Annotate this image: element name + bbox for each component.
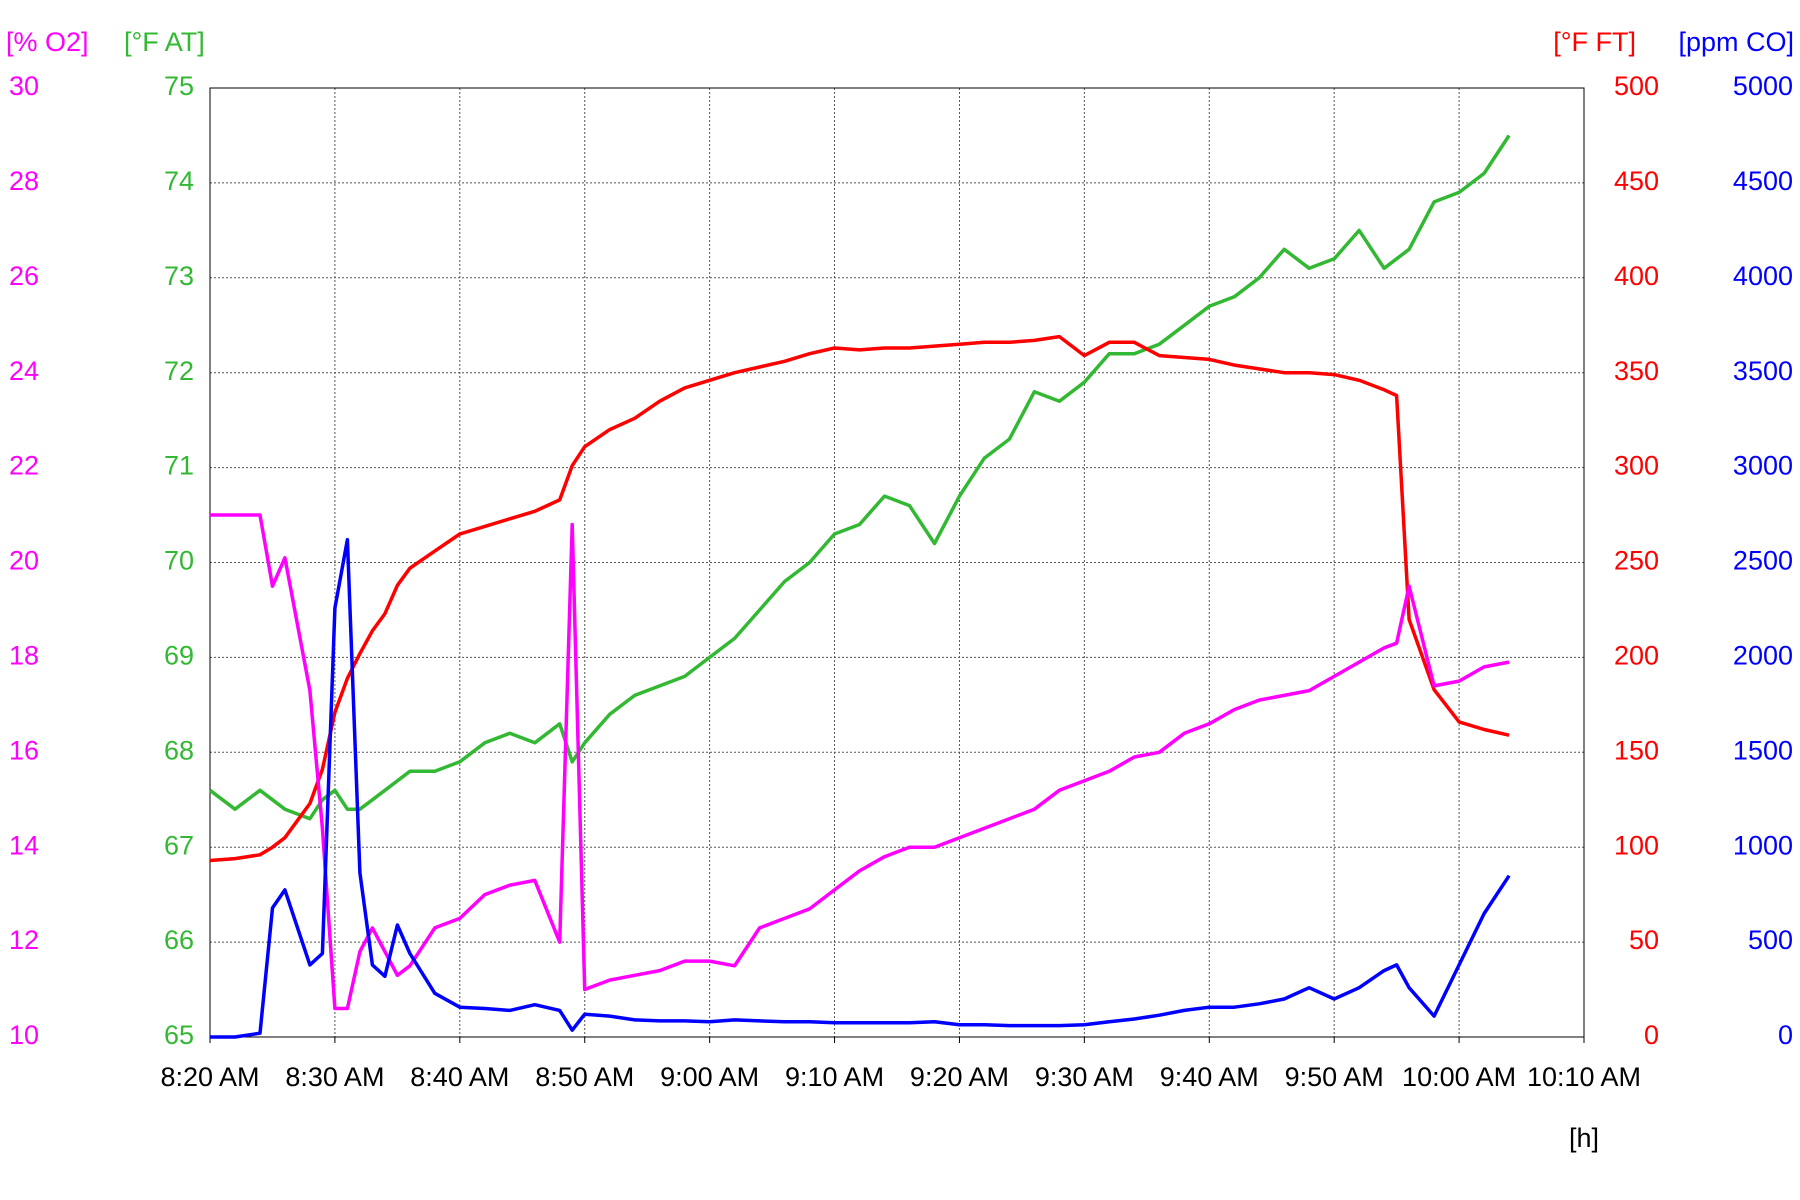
y-tick-label: 100: [1614, 830, 1659, 860]
x-tick-label: 8:20 AM: [160, 1062, 259, 1092]
y-tick-label: 74: [164, 166, 194, 196]
y-tick-label: 30: [9, 71, 39, 101]
y-tick-label: 500: [1748, 925, 1793, 955]
y-tick-label: 65: [164, 1020, 194, 1050]
y-tick-label: 50: [1629, 925, 1659, 955]
y-tick-label: 16: [9, 735, 39, 765]
axis-title: [°F FT]: [1553, 27, 1636, 57]
y-tick-label: 300: [1614, 451, 1659, 481]
y-tick-label: 10: [9, 1020, 39, 1050]
x-tick-label: 8:30 AM: [285, 1062, 384, 1092]
series-line: [208, 134, 1511, 821]
axis-title: [ppm CO]: [1678, 27, 1794, 57]
y-tick-label: 22: [9, 451, 39, 481]
y-tick-label: 20: [9, 546, 39, 576]
y-tick-label: 3000: [1733, 451, 1793, 481]
y-tick-label: 66: [164, 925, 194, 955]
y-tick-label: 14: [9, 830, 39, 860]
y-tick-label: 250: [1614, 546, 1659, 576]
plot-frame: [209, 87, 1585, 1038]
y-tick-label: 18: [9, 641, 39, 671]
series-line: [210, 513, 1510, 1011]
y-tick-label: 400: [1614, 261, 1659, 291]
y-tick-label: 450: [1614, 166, 1659, 196]
y-tick-label: 12: [9, 925, 39, 955]
x-tick-label: 9:00 AM: [660, 1062, 759, 1092]
y-tick-label: 1000: [1733, 830, 1793, 860]
y-tick-label: 24: [9, 356, 39, 386]
y-tick-label: 5000: [1733, 71, 1793, 101]
x-tick-label: 9:10 AM: [785, 1062, 884, 1092]
axis-title: [°F AT]: [124, 27, 205, 57]
x-tick-label: 9:50 AM: [1285, 1062, 1384, 1092]
y-tick-label: 75: [164, 71, 194, 101]
y-tick-label: 500: [1614, 71, 1659, 101]
axis-title: [% O2]: [6, 27, 89, 57]
y-tick-label: 150: [1614, 735, 1659, 765]
y-tick-label: 350: [1614, 356, 1659, 386]
y-tick-label: 1500: [1733, 735, 1793, 765]
series-line: [209, 334, 1510, 863]
x-tick-label: 10:00 AM: [1402, 1062, 1516, 1092]
x-axis-title: [h]: [1569, 1123, 1599, 1153]
x-tick-label: 10:10 AM: [1527, 1062, 1641, 1092]
y-tick-label: 71: [164, 451, 194, 481]
series-line: [210, 537, 1511, 1039]
y-tick-label: 2000: [1733, 641, 1793, 671]
x-tick-label: 8:50 AM: [535, 1062, 634, 1092]
x-tick-label: 9:20 AM: [910, 1062, 1009, 1092]
y-tick-label: 72: [164, 356, 194, 386]
y-tick-label: 2500: [1733, 546, 1793, 576]
y-tick-label: 4500: [1733, 166, 1793, 196]
y-tick-label: 28: [9, 166, 39, 196]
y-tick-label: 0: [1778, 1020, 1793, 1050]
y-tick-label: 3500: [1733, 356, 1793, 386]
y-tick-label: 0: [1644, 1020, 1659, 1050]
x-tick-label: 9:40 AM: [1160, 1062, 1259, 1092]
y-tick-label: 67: [164, 830, 194, 860]
y-tick-label: 70: [164, 546, 194, 576]
y-tick-label: 69: [164, 641, 194, 671]
y-tick-label: 200: [1614, 641, 1659, 671]
y-tick-label: 4000: [1733, 261, 1793, 291]
y-tick-label: 68: [164, 735, 194, 765]
x-tick-label: 8:40 AM: [410, 1062, 509, 1092]
x-tick-label: 9:30 AM: [1035, 1062, 1134, 1092]
y-tick-label: 73: [164, 261, 194, 291]
y-tick-label: 26: [9, 261, 39, 291]
